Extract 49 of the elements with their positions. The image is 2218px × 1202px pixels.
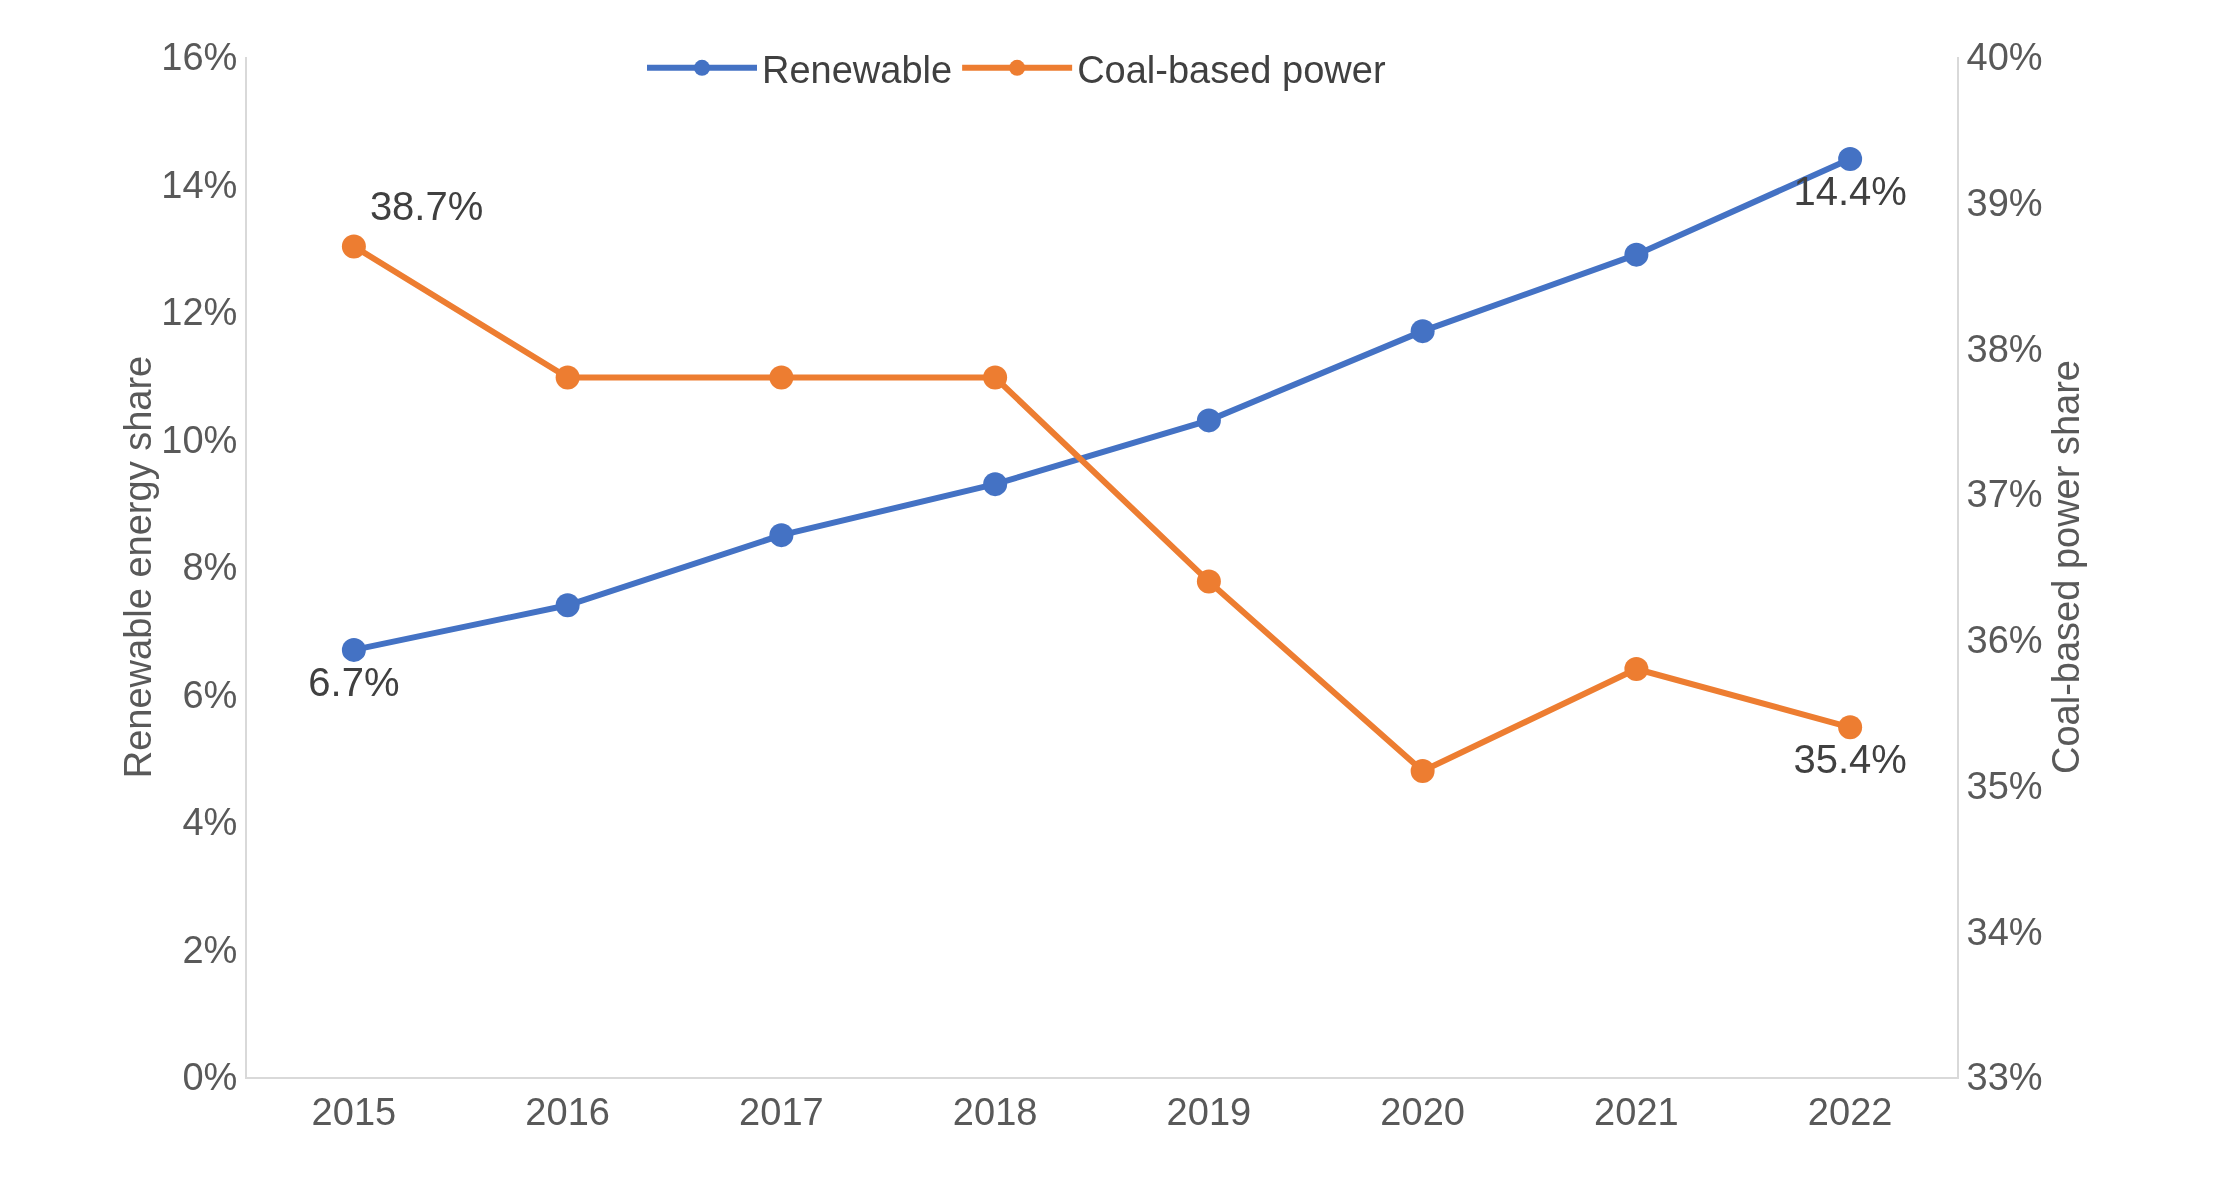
x-tick-label: 2022 (1807, 1090, 1893, 1133)
y-tick-label: 2% (182, 928, 238, 971)
y-tick-label: 10% (161, 418, 238, 461)
y2-axis-title: Coal-based power share (2044, 359, 2087, 775)
point (1624, 242, 1649, 267)
y2-tick-label: 36% (1966, 619, 2043, 662)
point (769, 523, 794, 548)
point (1196, 408, 1221, 433)
y2-tick-label: 39% (1966, 182, 2043, 225)
y2-tick-label: 38% (1966, 327, 2043, 370)
point (555, 365, 580, 390)
point (983, 472, 1008, 497)
x-tick-label: 2017 (739, 1090, 824, 1133)
point (1838, 147, 1863, 171)
point (555, 593, 580, 618)
y-axis-title: Renewable energy share (117, 355, 160, 779)
y2-tick-label: 37% (1966, 473, 2043, 516)
data-label: 38.7% (369, 184, 484, 229)
point (1838, 715, 1863, 740)
data-label: 6.7% (308, 659, 400, 704)
legend-label: Renewable (762, 48, 953, 91)
point (769, 365, 794, 390)
y2-tick-label: 35% (1966, 764, 2043, 807)
x-tick-label: 2016 (525, 1090, 610, 1133)
y-tick-label: 14% (161, 163, 238, 206)
point (983, 365, 1008, 390)
legend-label: Coal-based power (1077, 48, 1386, 91)
data-label: 14.4% (1793, 169, 1907, 213)
point (341, 234, 366, 259)
data-label: 35.4% (1793, 737, 1907, 782)
point (1624, 657, 1649, 681)
x-tick-label: 2018 (952, 1090, 1038, 1133)
point (1410, 759, 1435, 783)
x-tick-label: 2020 (1380, 1090, 1465, 1133)
y-tick-label: 6% (182, 673, 238, 716)
x-tick-label: 2015 (311, 1090, 397, 1133)
x-tick-label: 2019 (1166, 1090, 1252, 1133)
y-tick-label: 8% (182, 546, 238, 589)
y2-tick-label: 34% (1966, 910, 2043, 953)
point (1410, 319, 1435, 344)
y-tick-label: 12% (161, 291, 238, 334)
y2-tick-label: 40% (1966, 36, 2043, 79)
y-tick-label: 4% (182, 801, 238, 844)
y-tick-label: 16% (161, 36, 238, 79)
point (1196, 569, 1221, 594)
x-tick-label: 2021 (1594, 1090, 1679, 1133)
y-tick-label: 0% (182, 1056, 238, 1099)
point (341, 637, 366, 662)
y2-tick-label: 33% (1966, 1056, 2043, 1099)
